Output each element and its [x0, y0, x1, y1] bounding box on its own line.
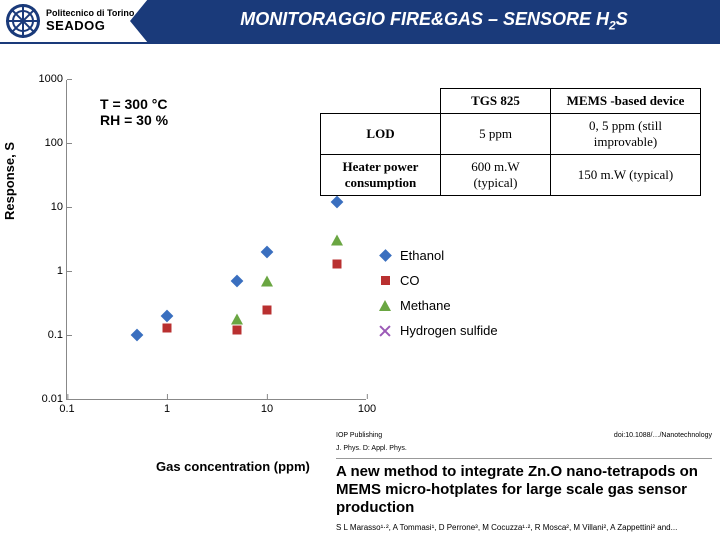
data-point	[263, 305, 272, 314]
paper-authors: S L Marasso¹·², A Tommasi¹, D Perrone³, …	[336, 523, 712, 532]
data-point	[231, 275, 244, 288]
data-point	[232, 325, 241, 334]
brand-logo: Politecnico di Torino SEADOG	[0, 0, 148, 43]
legend-item: Ethanol	[378, 248, 498, 263]
y-tick: 1000	[39, 73, 67, 85]
x-icon	[379, 325, 391, 337]
publisher: IOP Publishing	[336, 432, 382, 439]
square-icon	[381, 276, 390, 285]
legend-label: CO	[400, 273, 420, 288]
row-header: Heater power consumption	[321, 155, 441, 196]
data-point	[331, 235, 343, 246]
annot-line: RH = 30 %	[100, 112, 168, 128]
data-point	[231, 313, 243, 324]
legend: Ethanol CO Methane Hydrogen sulfide	[378, 248, 498, 348]
y-tick: 10	[51, 201, 67, 213]
title-text: MONITORAGGIO FIRE&GAS – SENSORE H2S	[240, 9, 627, 33]
data-point	[261, 245, 274, 258]
wheel-icon	[6, 4, 40, 38]
legend-label: Hydrogen sulfide	[400, 323, 498, 338]
data-point	[332, 259, 341, 268]
legend-label: Methane	[400, 298, 451, 313]
col-header: TGS 825	[441, 89, 551, 114]
legend-item: Hydrogen sulfide	[378, 323, 498, 338]
table-cell: 0, 5 ppm (still improvable)	[551, 114, 701, 155]
paper-title: A new method to integrate Zn.O nano-tetr…	[336, 463, 712, 517]
comparison-table: TGS 825 MEMS -based device LOD 5 ppm 0, …	[320, 88, 701, 196]
table-cell: 600 m.W (typical)	[441, 155, 551, 196]
journal: J. Phys. D: Appl. Phys.	[336, 445, 407, 452]
data-point	[131, 329, 144, 342]
y-tick: 100	[45, 137, 67, 149]
legend-label: Ethanol	[400, 248, 444, 263]
row-header: LOD	[321, 114, 441, 155]
x-axis-label: Gas concentration (ppm)	[156, 459, 310, 474]
content: TGS 825 MEMS -based device LOD 5 ppm 0, …	[0, 44, 720, 540]
legend-item: CO	[378, 273, 498, 288]
x-tick: 10	[261, 399, 273, 415]
x-tick: 100	[358, 399, 376, 415]
table-cell: 150 m.W (typical)	[551, 155, 701, 196]
triangle-icon	[379, 300, 391, 311]
paper-citation: IOP Publishing doi:10.1088/…/Nanotechnol…	[336, 432, 712, 533]
page-title: MONITORAGGIO FIRE&GAS – SENSORE H2S	[148, 0, 720, 43]
data-point	[261, 275, 273, 286]
x-tick: 1	[164, 399, 170, 415]
y-tick: 0.1	[48, 329, 67, 341]
y-tick: 1	[57, 265, 67, 277]
diamond-icon	[379, 249, 392, 262]
legend-item: Methane	[378, 298, 498, 313]
y-axis-label: Response, S	[2, 142, 17, 220]
col-header: MEMS -based device	[551, 89, 701, 114]
doi: doi:10.1088/…/Nanotechnology	[614, 432, 712, 439]
data-point	[331, 196, 344, 209]
conditions-annotation: T = 300 °C RH = 30 %	[100, 96, 168, 128]
annot-line: T = 300 °C	[100, 96, 168, 112]
header: Politecnico di Torino SEADOG MONITORAGGI…	[0, 0, 720, 44]
data-point	[161, 309, 174, 322]
brand-big: SEADOG	[46, 19, 134, 33]
x-tick: 0.1	[59, 399, 74, 415]
table-cell: 5 ppm	[441, 114, 551, 155]
data-point	[163, 323, 172, 332]
